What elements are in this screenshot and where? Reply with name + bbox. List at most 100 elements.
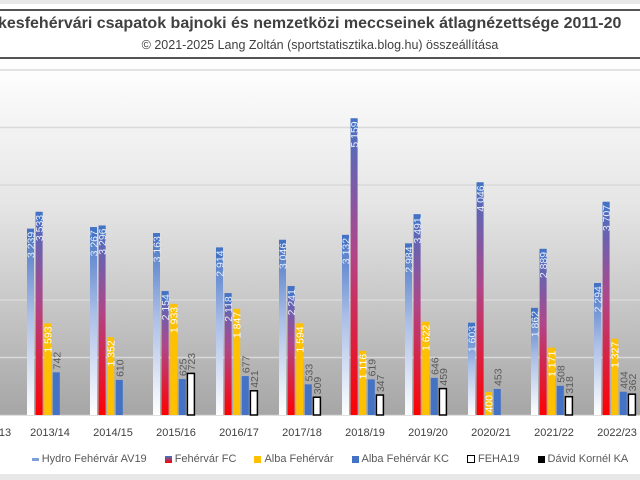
bar-feha19: [564, 395, 574, 416]
legend-swatch: [164, 455, 172, 463]
bar-alba-feh-rv-r: [422, 321, 430, 415]
bar-feha19: [375, 394, 385, 416]
bar-cap: [161, 291, 169, 302]
bar-feh-rv-r-fc: [287, 286, 295, 415]
legend-label: Alba Fehérvár KC: [361, 453, 449, 465]
bar-cap: [279, 239, 286, 250]
legend-label: Dávid Kornél KA: [547, 453, 629, 465]
bar-cap: [90, 227, 97, 238]
x-tick-label: 13: [0, 427, 11, 439]
bar-cap: [35, 211, 43, 222]
bar-cap: [594, 283, 601, 294]
bar-feha19: [627, 393, 637, 416]
bar-alba-feh-rv-r-kc: [52, 372, 60, 415]
bar-feh-rv-r-fc: [98, 225, 106, 415]
data-label: 400: [484, 395, 496, 413]
legend-swatch: [537, 455, 545, 463]
bar-hydro-feh-rv-r-av19: [153, 233, 160, 415]
chart-title: kesfehérvári csapatok bajnoki és nemzetk…: [0, 15, 622, 32]
bar-alba-feh-rv-r: [485, 392, 493, 415]
data-label: 1 862: [530, 311, 542, 337]
data-label: 2 241: [286, 289, 298, 315]
bar-feha19: [312, 396, 322, 416]
bar-alba-feh-rv-r-kc: [367, 379, 375, 415]
data-label: 610: [114, 359, 126, 377]
bar-feh-rv-r-fc: [476, 182, 484, 415]
data-label: 2 118: [223, 296, 235, 322]
legend-label: Hydro Fehérvár AV19: [41, 453, 147, 465]
bar-hydro-feh-rv-r-av19: [279, 239, 286, 415]
x-tick-label: 2018/19: [345, 427, 385, 439]
data-label: 3 267: [89, 230, 101, 256]
data-label: 723: [186, 353, 198, 371]
bar-cap: [405, 243, 412, 254]
bar-cap: [413, 214, 421, 225]
bar-hydro-feh-rv-r-av19: [90, 227, 97, 415]
x-tick-label: 2016/17: [219, 427, 259, 439]
bar-cap: [27, 228, 34, 239]
bar-cap: [468, 322, 475, 333]
bar-hydro-feh-rv-r-av19: [468, 322, 475, 415]
bar-cap: [350, 118, 358, 129]
legend-label: FEHA19: [477, 453, 520, 465]
data-label: 508: [555, 365, 567, 383]
bar-alba-feh-rv-r: [233, 308, 241, 415]
legend-item-kc: Alba Fehérvár KC: [351, 453, 449, 465]
legend-swatch: [351, 455, 359, 463]
title-box: kesfehérvári csapatok bajnoki és nemzetk…: [0, 9, 640, 59]
data-label: 318: [564, 376, 576, 394]
legend-item-david: Dávid Kornél KA: [537, 453, 629, 465]
legend-item-hydro: Hydro Fehérvár AV19: [31, 453, 147, 465]
legend-swatch: [466, 455, 475, 463]
data-label: 362: [627, 374, 639, 392]
bar-alba-feh-rv-r: [44, 323, 52, 415]
data-label: 3 046: [278, 243, 290, 269]
data-label: 4 046: [475, 185, 487, 211]
data-label: 404: [618, 371, 630, 389]
data-label: 453: [492, 368, 504, 386]
data-label: 347: [375, 374, 387, 392]
legend-label: Alba Fehérvár: [264, 453, 334, 465]
x-tick-label: 2019/20: [408, 427, 448, 439]
data-label: 619: [366, 359, 378, 377]
data-label: 742: [51, 352, 63, 370]
data-label: 2 984: [404, 246, 416, 272]
bar-alba-feh-rv-r: [296, 323, 304, 415]
bar-cap: [216, 247, 223, 258]
data-label: 625: [177, 358, 189, 376]
data-label: 3 707: [601, 205, 613, 231]
bar-alba-feh-rv-r: [107, 337, 115, 415]
data-label: 309: [312, 377, 324, 395]
bottom-band: [0, 474, 640, 480]
x-tick-label: 2015/16: [156, 427, 196, 439]
data-label: 3 533: [34, 215, 46, 241]
data-label: 1 933: [169, 307, 181, 333]
x-tick-label: 2013/14: [30, 427, 70, 439]
bar-feh-rv-r-fc: [413, 214, 421, 415]
bar-feh-rv-r-fc: [602, 201, 610, 415]
bar-feh-rv-r-fc: [35, 211, 43, 415]
data-label: 421: [249, 370, 261, 388]
bar-cap: [98, 225, 106, 236]
data-label: 1 327: [610, 342, 622, 368]
legend-item-alba: Alba Fehérvár: [254, 453, 334, 465]
data-label: 1 594: [295, 326, 307, 352]
x-tick-label: 2022/23: [597, 427, 637, 439]
bar-alba-feh-rv-r-kc: [556, 385, 564, 415]
bar-alba-feh-rv-r-kc: [115, 379, 123, 415]
x-tick-label: 2020/21: [471, 427, 511, 439]
bar-feha19: [438, 387, 448, 416]
data-label: 533: [303, 364, 315, 382]
data-label: 5 159: [349, 121, 361, 147]
bar-alba-feh-rv-r-kc: [241, 376, 249, 415]
bar-alba-feh-rv-r: [170, 303, 178, 415]
data-label: 1 171: [547, 351, 559, 377]
data-label: 1 847: [232, 312, 244, 338]
bar-cap: [287, 286, 295, 297]
legend-item-fc: Fehérvár FC: [164, 453, 236, 465]
bar-cap: [153, 233, 160, 244]
data-label: 3 163: [152, 236, 164, 262]
bar-alba-feh-rv-r-kc: [304, 384, 312, 415]
data-label: 677: [240, 355, 252, 373]
